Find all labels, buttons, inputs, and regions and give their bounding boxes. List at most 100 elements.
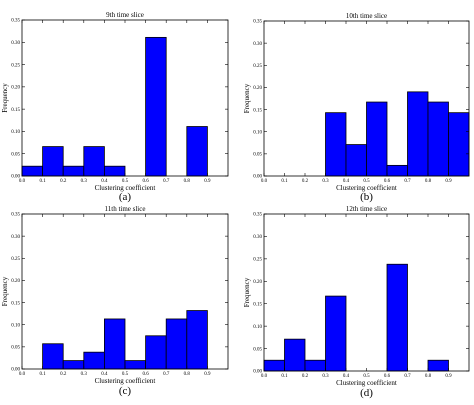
histogram-bar <box>42 146 64 177</box>
y-tick-label: 0.10 <box>11 130 20 135</box>
y-tick-label: 0.20 <box>253 86 262 91</box>
y-tick-label: 0.30 <box>253 42 262 47</box>
histogram-bar <box>366 101 388 177</box>
x-tick-label: 0.3 <box>81 372 88 377</box>
x-tick-label: 0.1 <box>39 179 46 184</box>
x-tick-label: 0.8 <box>425 374 432 379</box>
x-tick-label: 0.5 <box>122 179 129 184</box>
x-tick-label: 0.1 <box>281 179 288 184</box>
x-tick-label: 0.1 <box>39 372 46 377</box>
histogram-bar <box>427 101 449 177</box>
y-tick-label: 0.20 <box>11 279 20 284</box>
y-tick-label: 0.00 <box>11 368 20 373</box>
x-tick-label: 0.7 <box>163 372 170 377</box>
y-tick-label: 0.30 <box>253 235 262 240</box>
y-tick-label: 0.15 <box>253 302 262 307</box>
x-tick-label: 0.5 <box>122 372 129 377</box>
chart-panel: 0.0 0.1 0.2 0.3 0.4 0.5 0.6 0.7 0.8 0.9 0.00 0.05 0.… <box>243 205 470 399</box>
y-tick-label: 0.20 <box>11 86 20 91</box>
histogram-bar <box>448 112 470 177</box>
x-tick-label: 0.8 <box>425 179 432 184</box>
y-axis-label: Frequency <box>243 277 251 307</box>
histogram-bar <box>145 36 167 177</box>
histogram-bar <box>284 338 306 372</box>
y-tick-label: 0.05 <box>11 346 20 351</box>
x-tick-label: 0.3 <box>322 179 329 184</box>
x-axis-label: Clustering coefficient <box>95 377 156 385</box>
x-tick-label: 0.3 <box>81 179 88 184</box>
x-tick-label: 0.2 <box>60 372 67 377</box>
histogram-bar <box>104 165 126 177</box>
y-tick-label: 0.25 <box>11 63 20 68</box>
chart-panel: 0.0 0.1 0.2 0.3 0.4 0.5 0.6 0.7 0.8 0.9 0.00 0.05 0.… <box>1 205 229 397</box>
histogram-bar <box>407 91 429 177</box>
y-tick-label: 0.10 <box>253 130 262 135</box>
x-tick-label: 0.2 <box>60 179 67 184</box>
panel-label: (b) <box>360 191 373 203</box>
y-tick-label: 0.15 <box>11 108 20 113</box>
y-tick-label: 0.00 <box>253 175 262 180</box>
histogram-bar <box>325 112 347 177</box>
y-tick-label: 0.15 <box>11 301 20 306</box>
chart-title: 10th time slice <box>346 12 387 20</box>
y-tick-label: 0.30 <box>11 41 20 46</box>
y-tick-label: 0.05 <box>253 153 262 158</box>
x-axis-label: Clustering coefficient <box>336 379 397 387</box>
x-tick-label: 0.8 <box>184 179 191 184</box>
y-tick-label: 0.35 <box>11 19 20 24</box>
y-tick-label: 0.05 <box>11 152 20 157</box>
x-tick-label: 0.5 <box>363 374 370 379</box>
histogram-bar <box>386 164 408 177</box>
x-tick-label: 0.5 <box>363 179 370 184</box>
x-tick-label: 0.2 <box>302 374 309 379</box>
x-tick-label: 0.7 <box>163 179 170 184</box>
histogram-bar <box>21 165 44 177</box>
histogram-bar <box>427 359 449 372</box>
y-axis-label: Frequency <box>243 83 251 113</box>
x-tick-label: 0.9 <box>445 179 452 184</box>
y-tick-label: 0.05 <box>253 347 262 352</box>
histogram-bar <box>186 310 208 370</box>
x-tick-label: 0.0 <box>19 372 26 377</box>
x-tick-label: 0.4 <box>101 179 108 184</box>
panel-label: (c) <box>119 385 132 397</box>
x-tick-label: 0.9 <box>445 374 452 379</box>
histogram-bar <box>124 360 147 370</box>
x-tick-label: 0.8 <box>184 372 191 377</box>
histogram-bar <box>62 165 85 177</box>
x-tick-label: 0.4 <box>343 179 350 184</box>
histogram-bar <box>325 295 347 372</box>
histogram-bar <box>386 263 408 372</box>
y-tick-label: 0.15 <box>253 108 262 113</box>
x-tick-label: 0.3 <box>322 374 329 379</box>
histogram-bar <box>42 343 64 370</box>
y-tick-label: 0.20 <box>253 280 262 285</box>
x-tick-label: 0.6 <box>142 179 149 184</box>
histogram-bar <box>165 318 188 370</box>
histogram-bar <box>345 144 367 177</box>
histogram-bar <box>62 360 85 370</box>
x-tick-label: 0.0 <box>19 179 26 184</box>
y-tick-label: 0.25 <box>11 257 20 262</box>
y-tick-label: 0.00 <box>253 370 262 375</box>
chart-panel: 0.0 0.1 0.2 0.3 0.4 0.5 0.6 0.7 0.8 0.9 0.00 0.05 0.… <box>1 11 229 203</box>
x-axis-label: Clustering coefficient <box>336 184 397 192</box>
histogram-bar <box>263 359 285 372</box>
y-tick-label: 0.10 <box>11 323 20 328</box>
chart-title: 12th time slice <box>346 205 387 213</box>
x-tick-label: 0.7 <box>404 179 411 184</box>
chart-title: 11th time slice <box>105 205 146 213</box>
x-tick-label: 0.7 <box>404 374 411 379</box>
y-tick-label: 0.35 <box>253 20 262 25</box>
histogram-bar <box>304 359 326 372</box>
y-tick-label: 0.35 <box>253 213 262 218</box>
y-tick-label: 0.25 <box>253 258 262 263</box>
x-tick-label: 0.6 <box>384 179 391 184</box>
y-axis-label: Frequency <box>1 276 9 306</box>
histogram-bar <box>186 126 208 177</box>
x-axis-label: Clustering coefficient <box>95 184 156 192</box>
x-tick-label: 0.0 <box>261 179 268 184</box>
x-tick-label: 0.6 <box>384 374 391 379</box>
chart-panel: 0.0 0.1 0.2 0.3 0.4 0.5 0.6 0.7 0.8 0.9 0.00 0.05 0.… <box>243 12 470 203</box>
